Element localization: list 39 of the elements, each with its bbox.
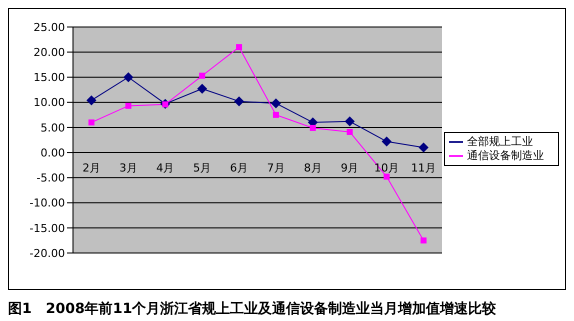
point [199, 72, 206, 79]
point [236, 44, 242, 50]
y-tick-label: 5.00 [40, 121, 65, 134]
x-tick-label: 6月 [230, 162, 248, 175]
legend-label: 全部规上工业 [467, 135, 533, 148]
y-tick-label: 20.00 [34, 46, 65, 60]
x-tick-label: 2月 [82, 162, 100, 175]
point [197, 84, 208, 94]
x-tick-label: 9月 [340, 162, 359, 175]
point [270, 98, 281, 108]
point [125, 102, 132, 109]
y-tick-label: -20.00 [30, 246, 65, 260]
x-tick-label: 3月 [119, 162, 138, 175]
point [272, 112, 279, 118]
point [384, 174, 390, 180]
point [234, 96, 244, 106]
x-tick-label: 4月 [156, 162, 174, 175]
point [88, 119, 94, 126]
point [344, 116, 355, 126]
point [418, 142, 429, 153]
y-tick-label: -5.00 [36, 172, 65, 185]
x-tick-label: 11月 [411, 162, 436, 175]
x-tick-label: 5月 [193, 162, 212, 175]
y-tick-label: -10.00 [30, 196, 65, 210]
x-tick-label: 8月 [304, 162, 322, 175]
y-tick-label: 15.00 [34, 71, 65, 84]
point [123, 72, 134, 82]
legend-label: 通信设备制造业 [467, 149, 544, 162]
point [310, 124, 316, 131]
text: 图1 2008年前11个月浙江省规上工业及通信设备制造业当月增加值增速比较 [8, 300, 498, 318]
point [346, 128, 353, 135]
y-tick-label: 10.00 [34, 96, 65, 110]
point [420, 237, 427, 244]
y-tick-label: 25.00 [34, 20, 65, 34]
point [86, 95, 96, 106]
y-tick-label: -15.00 [30, 222, 65, 235]
x-tick-label: 7月 [266, 162, 285, 175]
point [382, 136, 392, 147]
y-tick-label: 0.00 [40, 146, 65, 160]
